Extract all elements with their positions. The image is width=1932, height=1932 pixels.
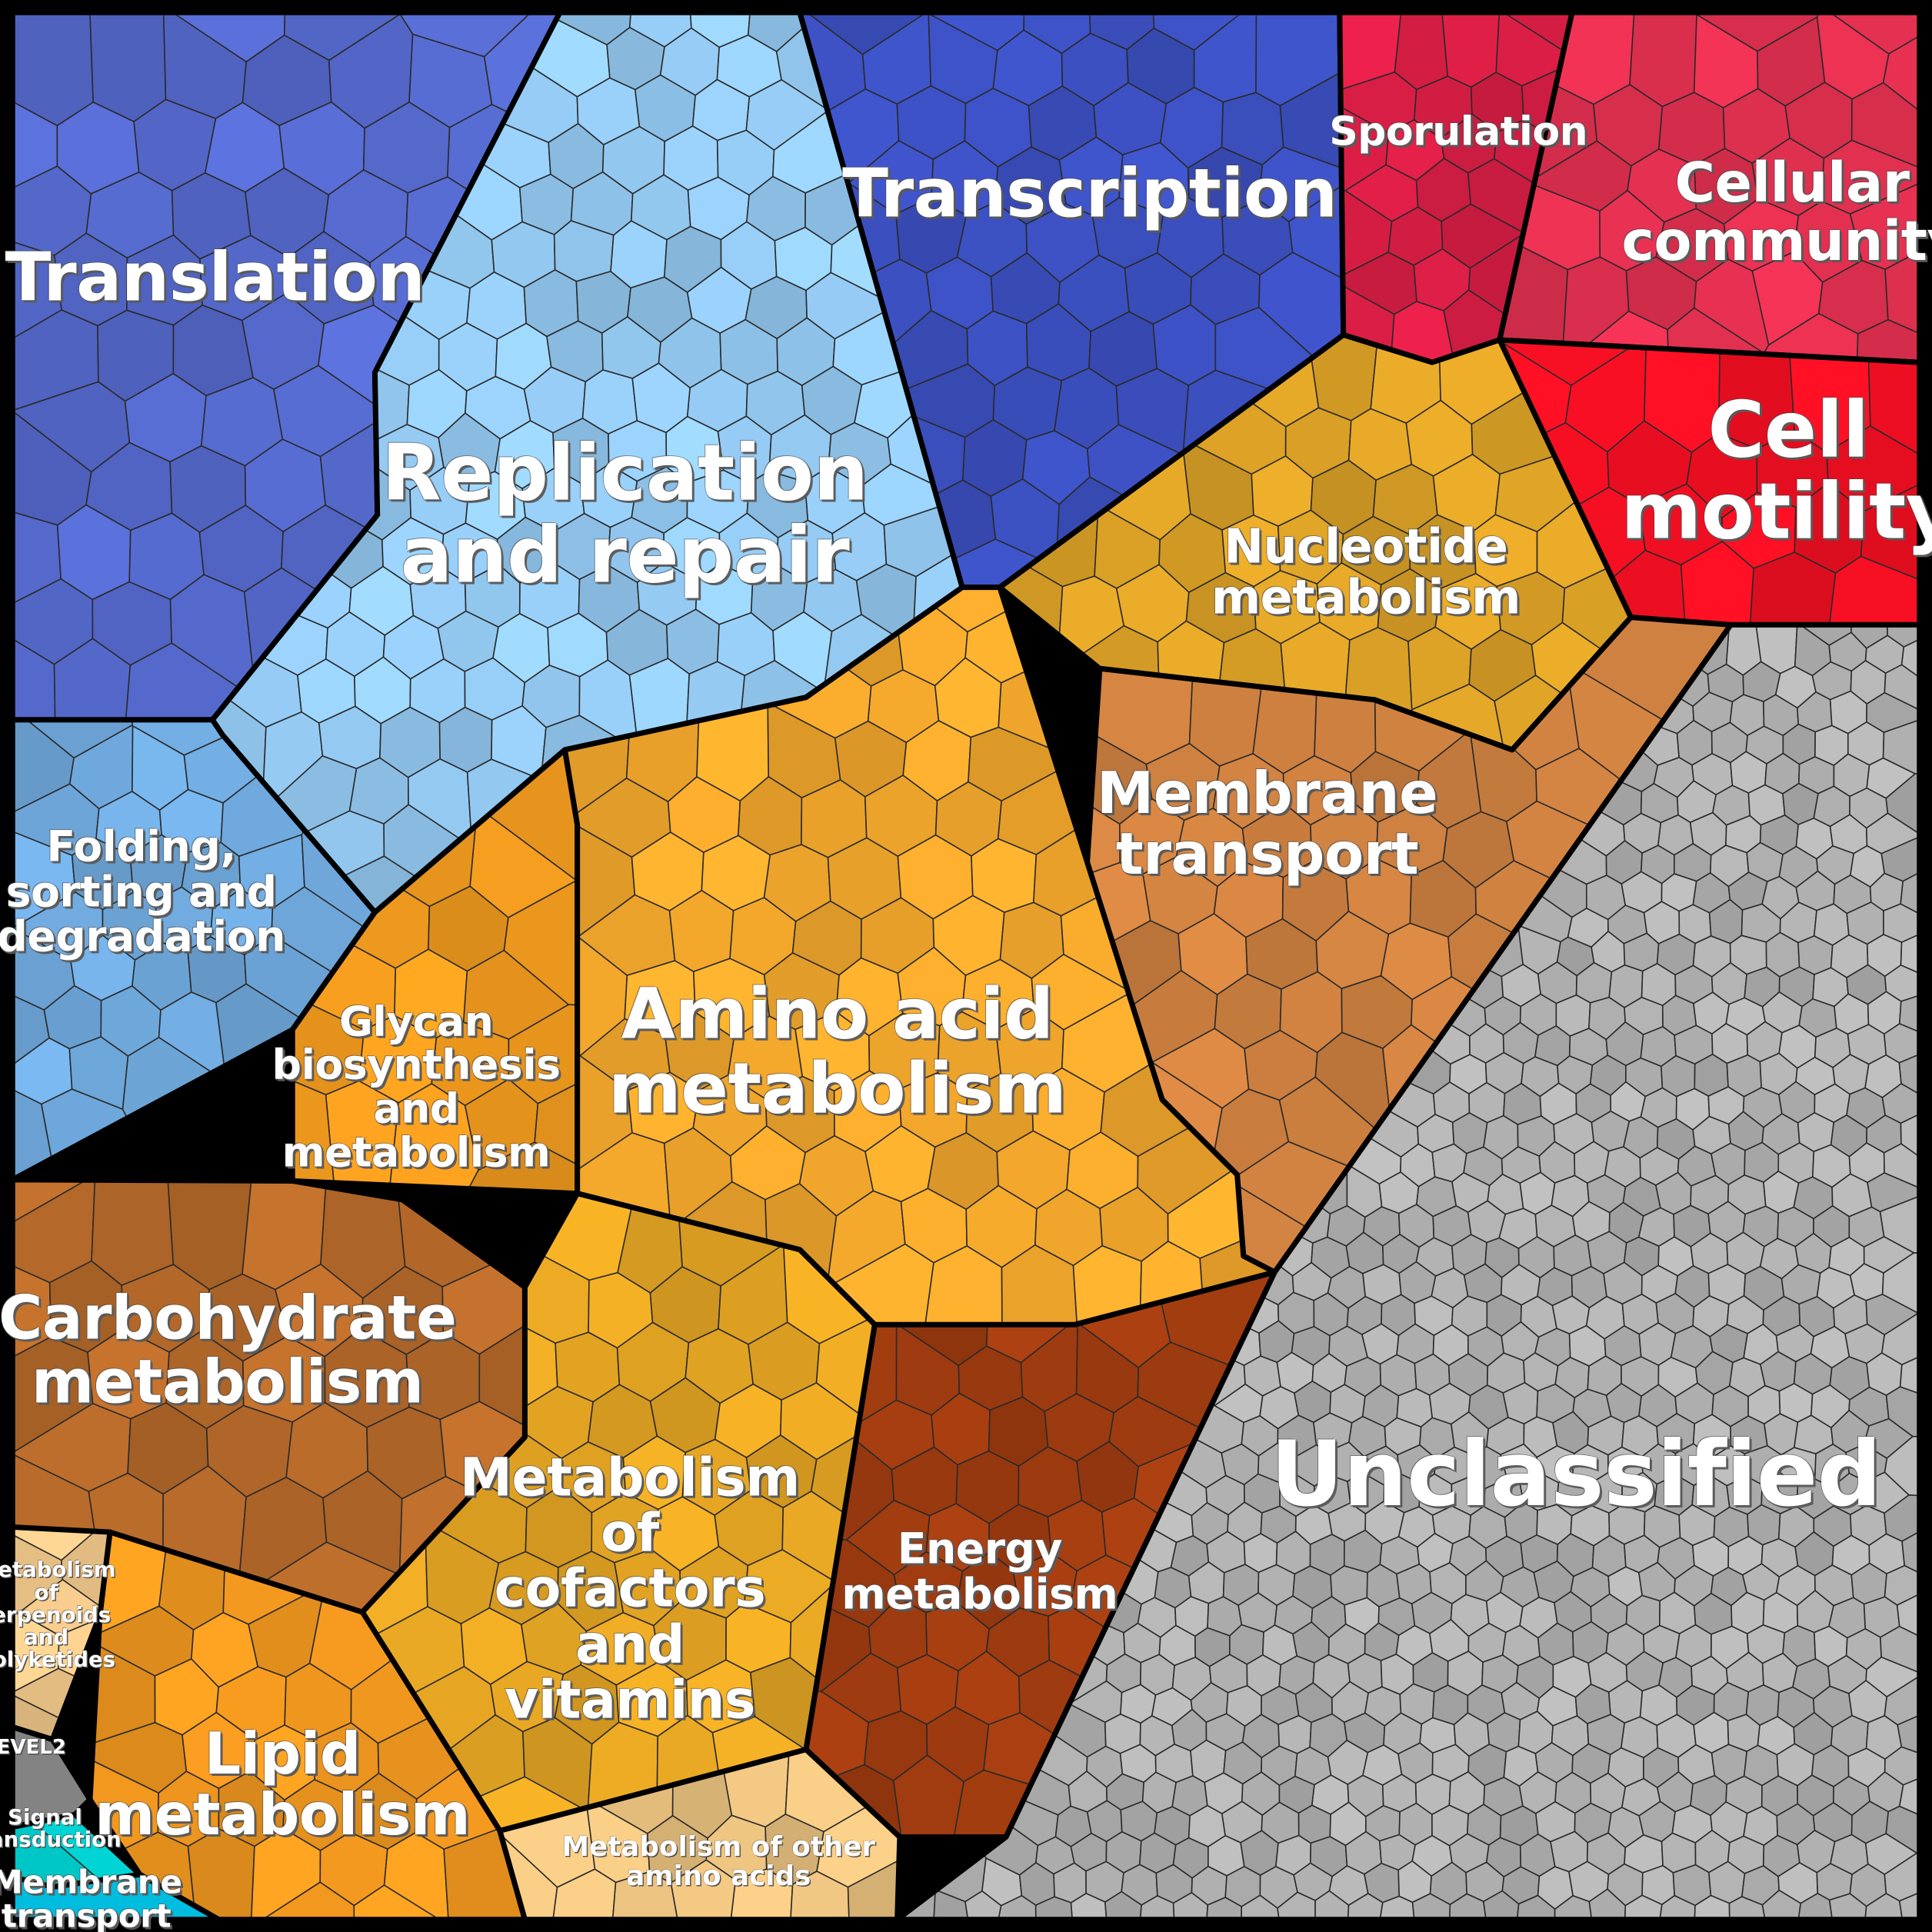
treemap-cell[interactable] (89, 12, 167, 123)
treemap-region-metabolism-other-amino-acids[interactable] (497, 1747, 903, 1923)
treemap-region-replication-repair[interactable] (209, 9, 965, 915)
treemap-region-outline (497, 1747, 903, 1923)
treemap-region-metabolism-cofactors-vitamins[interactable] (359, 1191, 878, 1834)
treemap-region-amino-acid-metabolism[interactable] (561, 585, 1277, 1327)
treemap-region-sporulation[interactable] (1337, 9, 1575, 365)
treemap-region-unclassified[interactable] (894, 621, 1923, 1923)
treemap-region-metabolism-terpenoids-polyketides[interactable] (9, 1524, 113, 1743)
treemap-region-nucleotide-metabolism[interactable] (997, 331, 1634, 753)
treemap-region-cellular-community[interactable] (1497, 9, 1923, 365)
treemap-region-glycan-biosynthesis[interactable] (289, 747, 581, 1197)
treemap-region-carbohydrate-metabolism[interactable] (9, 1177, 528, 1615)
treemap-cell[interactable] (325, 1080, 400, 1186)
treemap-region-lipid-metabolism[interactable] (87, 1529, 528, 1923)
treemap-cell[interactable] (1717, 351, 1795, 450)
treemap-region-cell-motility[interactable] (1497, 337, 1923, 628)
